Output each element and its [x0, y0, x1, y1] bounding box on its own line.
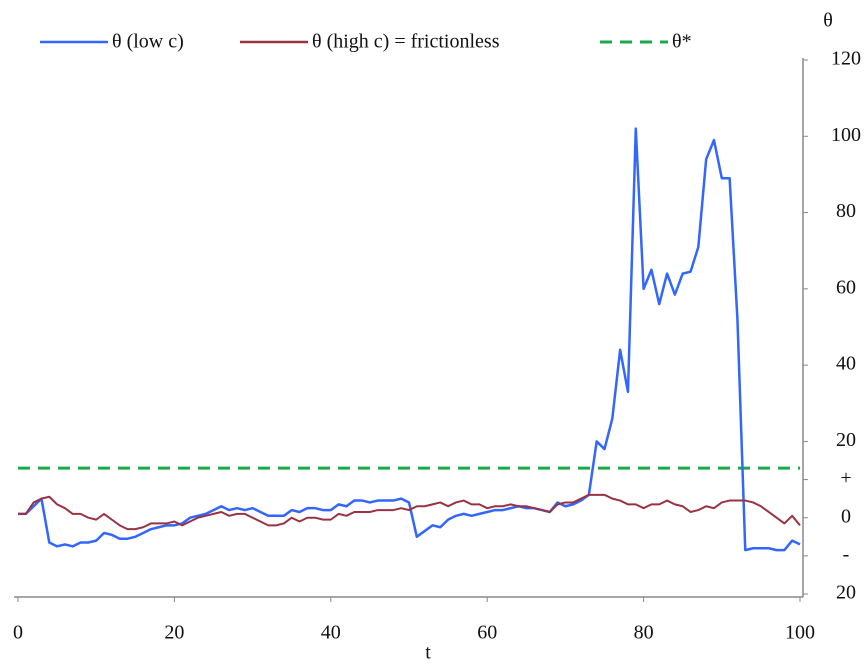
y-tick-label: 80 — [836, 200, 856, 222]
series-line — [18, 493, 801, 531]
legend-label: θ (high c) = frictionless — [312, 31, 500, 53]
y-tick-label: 120 — [831, 48, 861, 70]
x-axis-label: t — [425, 642, 431, 664]
y-axis-label: θ — [823, 10, 833, 32]
y-tick-label: 20 — [836, 582, 856, 604]
y-tick-label: 60 — [836, 276, 856, 298]
series-line — [18, 127, 801, 552]
y-tick-label: 40 — [836, 353, 856, 375]
y-tick-label: 0 — [841, 505, 851, 527]
y-tick-label: 20 — [836, 429, 856, 451]
y-tick-label: + — [840, 467, 851, 489]
x-tick-label: 100 — [785, 622, 815, 644]
y-tick-label: 100 — [831, 124, 861, 146]
legend-label: θ* — [672, 31, 692, 53]
legend-label: θ (low c) — [112, 31, 184, 53]
y-tick-label: - — [843, 543, 850, 565]
x-tick-label: 0 — [13, 622, 23, 644]
x-tick-label: 80 — [634, 622, 654, 644]
x-tick-label: 20 — [164, 622, 184, 644]
x-tick-label: 40 — [321, 622, 341, 644]
x-tick-label: 60 — [477, 622, 497, 644]
